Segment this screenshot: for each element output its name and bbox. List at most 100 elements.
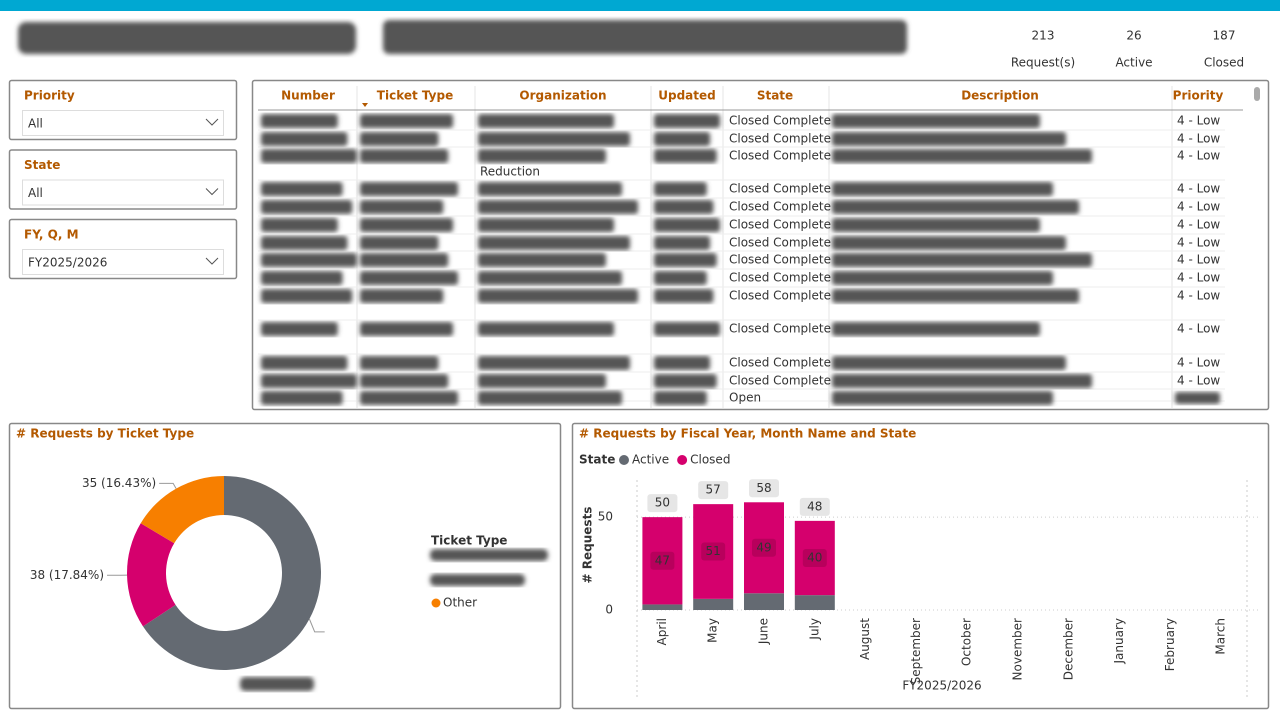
blurred-cell (832, 253, 1092, 267)
legend-label[interactable]: Closed (690, 453, 730, 467)
blurred-cell (478, 271, 622, 285)
donut-chart: 38 (17.84%) 35 (16.43%) Other (30, 476, 477, 670)
blurred-cell (832, 289, 1079, 303)
bar-segment[interactable] (642, 604, 683, 610)
data-label: 49 (756, 540, 771, 554)
cell-priority: 4 - Low (1177, 182, 1220, 196)
column-header[interactable]: Number (281, 89, 335, 103)
blurred-cell (654, 391, 707, 405)
dropdown-arrow[interactable] (205, 188, 219, 196)
blurred-cell (832, 149, 1092, 163)
total-label: 58 (756, 481, 771, 495)
bar-segment[interactable] (794, 595, 835, 610)
slicer-dropdown[interactable] (22, 249, 224, 275)
dropdown-arrow[interactable] (205, 257, 219, 265)
legend-title: State (579, 453, 615, 467)
legend-swatch[interactable] (677, 455, 688, 465)
legend-swatch[interactable] (619, 455, 629, 465)
slicer-title: Priority (24, 89, 75, 103)
blurred-cell (832, 374, 1092, 388)
column-header[interactable]: Ticket Type (377, 89, 453, 103)
kpi-value: 26 (1126, 29, 1141, 43)
blurred-cell (478, 182, 622, 196)
legend-swatch[interactable] (431, 598, 441, 608)
legend-title: Ticket Type (431, 534, 507, 548)
blurred-cell (654, 271, 707, 285)
total-label-box (698, 481, 729, 500)
column-header[interactable]: Priority (1173, 89, 1224, 103)
blurred-cell (360, 149, 449, 163)
sort-indicator[interactable] (362, 103, 368, 107)
legend-label[interactable]: Active (632, 453, 669, 467)
data-label: 40 (807, 551, 822, 565)
blurred-cell (654, 236, 711, 250)
slicer-title: FY, Q, M (24, 228, 79, 242)
cell-state: Closed Complete (729, 356, 831, 370)
column-header[interactable]: Organization (519, 89, 606, 103)
blurred-cell (261, 271, 343, 285)
column-header[interactable]: State (757, 89, 793, 103)
kpi-value: 213 (1032, 29, 1055, 43)
blurred-cell (832, 218, 1040, 232)
x-tick-label: January (1112, 618, 1126, 665)
legend-label[interactable]: Other (443, 596, 477, 610)
blurred-cell (261, 200, 353, 214)
bar-segment[interactable] (744, 593, 784, 610)
blurred-cell (261, 236, 348, 250)
slicer-dropdown[interactable] (22, 110, 224, 136)
slice-label: 35 (16.43%) (82, 476, 156, 490)
cell-priority: 4 - Low (1177, 236, 1220, 250)
cell-priority: 4 - Low (1177, 149, 1220, 163)
blurred-cell (360, 391, 458, 405)
blurred-cell (360, 200, 444, 214)
cell-state: Closed Complete (729, 289, 831, 303)
data-label-box (701, 542, 726, 561)
x-tick-label: September (909, 618, 923, 684)
blurred-cell (360, 218, 454, 232)
column-header[interactable]: Description (961, 89, 1039, 103)
cell-priority: 4 - Low (1177, 114, 1220, 128)
blurred-cell (654, 182, 707, 196)
blurred-title (383, 20, 907, 54)
bar-panel (571, 422, 1270, 710)
data-label: 51 (706, 544, 721, 558)
blurred-cell (478, 149, 606, 163)
blurred-cell (832, 114, 1040, 128)
slicer-title: State (24, 158, 60, 172)
cell-priority: 4 - Low (1177, 356, 1220, 370)
column-header[interactable]: Updated (658, 89, 716, 103)
cell-state: Closed Complete (729, 218, 831, 232)
top-bar (0, 0, 1280, 11)
blurred-cell (478, 391, 622, 405)
donut-panel (8, 422, 562, 710)
cell-state: Closed Complete (729, 200, 831, 214)
data-label-box (650, 551, 675, 570)
slicer-dropdown[interactable] (22, 179, 224, 206)
blurred-cell (832, 236, 1066, 250)
bar-segment[interactable] (693, 598, 734, 610)
blurred-cell (261, 289, 353, 303)
leader-line (159, 482, 177, 489)
leader-line (308, 618, 325, 633)
blurred-cell (261, 114, 338, 128)
blurred-cell (478, 322, 614, 336)
x-tick-label: July (807, 618, 821, 641)
slicer-selection: All (28, 186, 43, 200)
cell-priority: 4 - Low (1177, 374, 1220, 388)
blurred-cell (478, 114, 614, 128)
blurred-cell (261, 132, 348, 146)
total-label: 57 (706, 483, 721, 497)
x-tick-label: December (1061, 618, 1075, 680)
blurred-cell (261, 253, 357, 267)
blurred-cell (261, 218, 338, 232)
blurred-cell (654, 289, 714, 303)
total-label-box (749, 479, 779, 498)
dropdown-arrow[interactable] (205, 118, 219, 126)
blurred-cell (360, 271, 458, 285)
blurred-legend-entry (430, 549, 548, 561)
x-tick-label: November (1011, 618, 1025, 680)
blurred-cell (478, 356, 630, 370)
x-tick-label: June (757, 618, 771, 645)
scrollbar[interactable] (1254, 87, 1260, 101)
